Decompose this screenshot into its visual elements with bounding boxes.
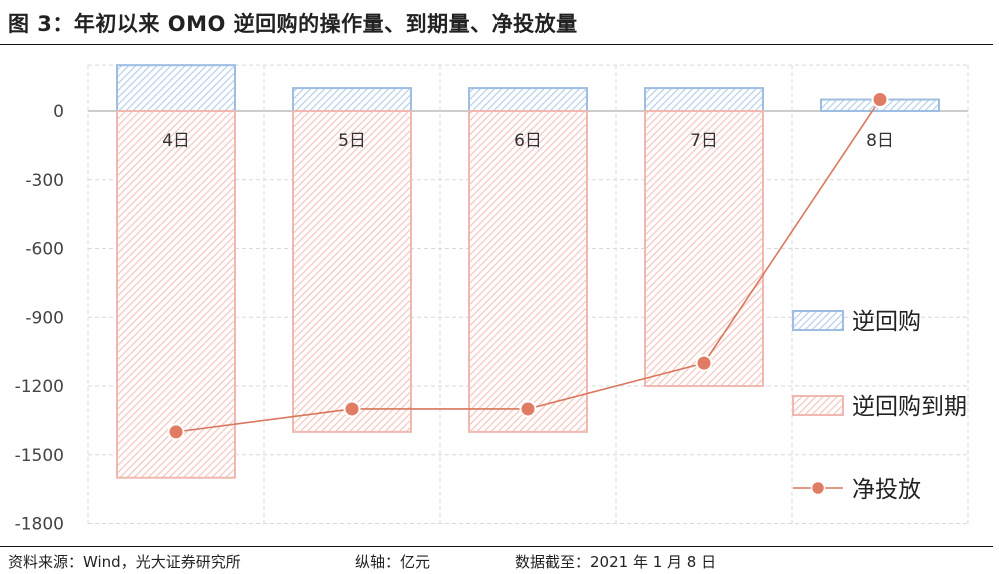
y-tick-label: -900 (25, 308, 64, 328)
y-tick-label: -1800 (15, 515, 64, 535)
category-label: 5日 (338, 131, 366, 151)
net-injection-point (519, 400, 537, 418)
legend-label-repo-operation: 逆回购 (852, 309, 921, 335)
title-rule (0, 44, 993, 45)
net-injection-point (343, 400, 361, 418)
legend-marker-net-injection (810, 480, 826, 496)
category-label: 6日 (514, 131, 542, 151)
bar-repo-maturity (292, 110, 412, 433)
category-label: 8日 (866, 131, 894, 151)
category-label: 4日 (162, 131, 190, 151)
y-axis-tick-labels: 0 -300 -600 -900 -1200 -1500 -1800 (15, 102, 64, 535)
source-note: 资料来源：Wind，光大证券研究所 (8, 553, 241, 571)
y-tick-label: 0 (53, 102, 64, 122)
bars (116, 64, 940, 479)
category-labels: 4日 5日 6日 7日 8日 (162, 131, 894, 151)
y-tick-label: -600 (25, 240, 64, 260)
chart: 4日 5日 6日 7日 8日 0-300-600-900-1200-1500-1800 … (15, 64, 969, 535)
legend-swatch-repo-maturity (792, 395, 844, 416)
bar-repo-operation (644, 87, 764, 113)
category-label: 7日 (690, 131, 718, 151)
footer-rule (0, 546, 993, 547)
net-injection-point (695, 354, 713, 372)
net-injection-point (167, 423, 185, 441)
legend-swatch-repo-operation (792, 310, 844, 331)
unit-note: 纵轴：亿元 (355, 553, 431, 571)
legend-label-repo-maturity: 逆回购到期 (852, 394, 967, 420)
y-tick-label: -1500 (15, 446, 64, 466)
y-tick-label: -1200 (15, 377, 64, 397)
y-tick-label: -300 (25, 171, 64, 191)
chart-title: 图 3：年初以来 OMO 逆回购的操作量、到期量、净投放量 (8, 12, 578, 36)
bar-repo-operation (292, 87, 412, 113)
bar-repo-operation (116, 64, 236, 112)
net-injection-point (871, 91, 889, 109)
net-injection-series (167, 91, 889, 441)
bar-repo-maturity (644, 110, 764, 388)
bar-repo-maturity (116, 110, 236, 479)
date-note: 数据截至：2021 年 1 月 8 日 (515, 553, 717, 571)
legend-label-net-injection: 净投放 (852, 477, 921, 503)
bar-repo-maturity (468, 110, 588, 433)
bar-repo-operation (468, 87, 588, 113)
